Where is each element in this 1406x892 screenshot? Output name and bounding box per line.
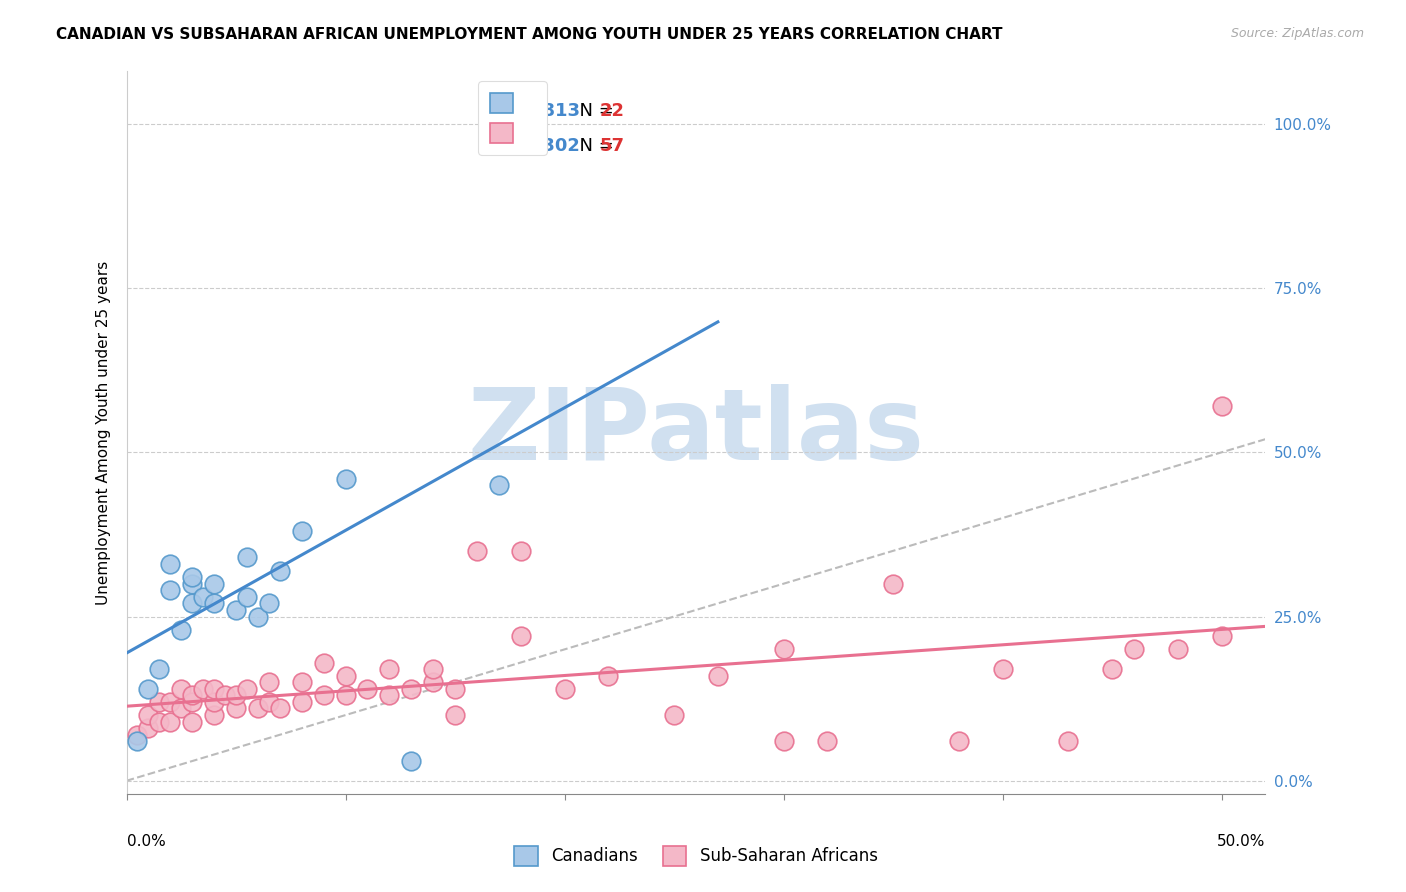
Point xyxy=(422,662,444,676)
Point xyxy=(170,681,193,696)
Point xyxy=(291,675,314,690)
Text: 0.0%: 0.0% xyxy=(127,834,166,848)
Point xyxy=(509,544,531,558)
Point xyxy=(127,734,149,748)
Y-axis label: Unemployment Among Youth under 25 years: Unemployment Among Youth under 25 years xyxy=(96,260,111,605)
Point xyxy=(378,662,401,676)
Point xyxy=(225,689,247,703)
Point xyxy=(444,681,467,696)
Point xyxy=(257,695,280,709)
Text: N =: N = xyxy=(568,136,620,155)
Point xyxy=(181,570,204,584)
Point xyxy=(181,689,204,703)
Point xyxy=(236,681,259,696)
Point xyxy=(269,701,291,715)
Point xyxy=(1057,734,1080,748)
Point xyxy=(509,629,531,643)
Point xyxy=(356,681,378,696)
Point xyxy=(181,596,204,610)
Point xyxy=(465,544,488,558)
Point xyxy=(488,478,510,492)
Point xyxy=(1101,662,1123,676)
Point xyxy=(1123,642,1146,657)
Point xyxy=(170,701,193,715)
Point xyxy=(554,681,576,696)
Text: 0.302: 0.302 xyxy=(523,136,579,155)
Point xyxy=(991,662,1014,676)
Point xyxy=(269,564,291,578)
Point xyxy=(148,714,170,729)
Point xyxy=(378,689,401,703)
Point xyxy=(159,557,181,571)
Text: N =: N = xyxy=(568,102,620,120)
Text: 50.0%: 50.0% xyxy=(1218,834,1265,848)
Point xyxy=(662,708,685,723)
Point xyxy=(127,728,149,742)
Point xyxy=(138,681,160,696)
Point xyxy=(1211,629,1233,643)
Text: ZIPatlas: ZIPatlas xyxy=(468,384,924,481)
Point xyxy=(1167,642,1189,657)
Point xyxy=(236,550,259,565)
Point xyxy=(170,623,193,637)
Point xyxy=(202,695,225,709)
Point xyxy=(598,668,620,682)
Legend: Canadians, Sub-Saharan Africans: Canadians, Sub-Saharan Africans xyxy=(508,839,884,872)
Point xyxy=(138,708,160,723)
Point xyxy=(335,668,357,682)
Point xyxy=(181,714,204,729)
Point xyxy=(312,656,335,670)
Point xyxy=(148,662,170,676)
Point xyxy=(181,695,204,709)
Point xyxy=(225,603,247,617)
Point xyxy=(772,734,794,748)
Point xyxy=(257,596,280,610)
Point xyxy=(159,583,181,598)
Point xyxy=(882,576,904,591)
Point xyxy=(193,590,215,604)
Point xyxy=(159,695,181,709)
Text: 22: 22 xyxy=(599,102,624,120)
Point xyxy=(312,689,335,703)
Point xyxy=(772,642,794,657)
Text: CANADIAN VS SUBSAHARAN AFRICAN UNEMPLOYMENT AMONG YOUTH UNDER 25 YEARS CORRELATI: CANADIAN VS SUBSAHARAN AFRICAN UNEMPLOYM… xyxy=(56,27,1002,42)
Text: R =: R = xyxy=(496,102,536,120)
Point xyxy=(444,708,467,723)
Point xyxy=(246,609,269,624)
Point xyxy=(401,754,423,768)
Point xyxy=(202,596,225,610)
Point xyxy=(138,721,160,735)
Point xyxy=(202,708,225,723)
Point xyxy=(335,472,357,486)
Point xyxy=(202,681,225,696)
Point xyxy=(257,675,280,690)
Point xyxy=(707,668,730,682)
Point xyxy=(401,681,423,696)
Point xyxy=(148,695,170,709)
Point xyxy=(246,701,269,715)
Point xyxy=(193,681,215,696)
Point xyxy=(948,734,970,748)
Text: 57: 57 xyxy=(599,136,624,155)
Text: 0.813: 0.813 xyxy=(523,102,579,120)
Point xyxy=(214,689,236,703)
Point xyxy=(291,695,314,709)
Text: Source: ZipAtlas.com: Source: ZipAtlas.com xyxy=(1230,27,1364,40)
Point xyxy=(181,576,204,591)
Point xyxy=(1211,400,1233,414)
Point xyxy=(236,590,259,604)
Point xyxy=(159,714,181,729)
Point xyxy=(225,701,247,715)
Point xyxy=(291,524,314,538)
Point xyxy=(815,734,838,748)
Text: R =: R = xyxy=(496,136,536,155)
Point xyxy=(422,675,444,690)
Point xyxy=(202,576,225,591)
Point xyxy=(335,689,357,703)
